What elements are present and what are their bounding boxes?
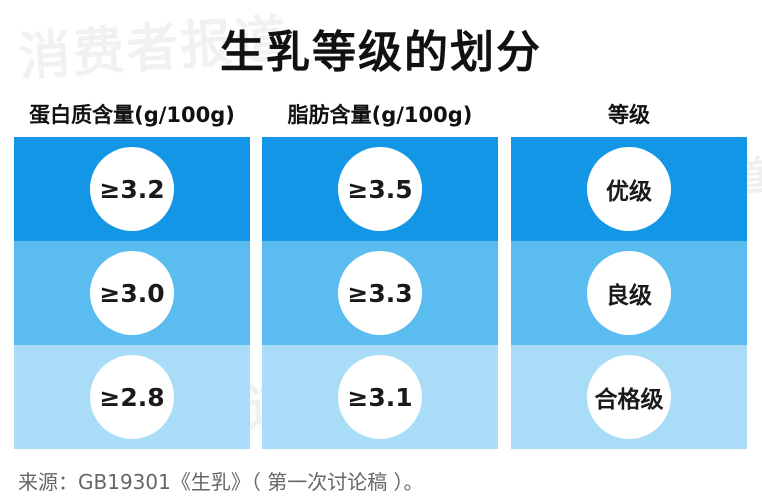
fat-column: ≥3.5 ≥3.3 ≥3.1: [262, 137, 498, 449]
table-cell: ≥3.5: [262, 137, 498, 241]
column-header-protein: 蛋白质含量(g/100g): [29, 103, 235, 127]
value-circle: ≥3.5: [338, 147, 422, 231]
column-header-fat: 脂肪含量(g/100g): [287, 103, 473, 127]
column-header-grade: 等级: [608, 103, 650, 127]
table-cell: 良级: [511, 241, 747, 345]
table-cell: 合格级: [511, 345, 747, 449]
protein-column: ≥3.2 ≥3.0 ≥2.8: [14, 137, 250, 449]
value-circle: ≥3.1: [338, 355, 422, 439]
value-circle: ≥3.0: [90, 251, 174, 335]
grade-column: 优级 良级 合格级: [511, 137, 747, 449]
value-circle: ≥3.2: [90, 147, 174, 231]
table-cell: ≥3.1: [262, 345, 498, 449]
value-circle: ≥3.3: [338, 251, 422, 335]
source-note: 来源：GB19301《生乳》（ 第一次讨论稿 ）。: [18, 470, 424, 494]
table-cell: ≥3.0: [14, 241, 250, 345]
value-circle: ≥2.8: [90, 355, 174, 439]
grade-circle: 良级: [587, 251, 671, 335]
page-title: 生乳等级的划分: [220, 27, 542, 78]
table-cell: ≥3.2: [14, 137, 250, 241]
table-cell: ≥3.3: [262, 241, 498, 345]
table-cell: 优级: [511, 137, 747, 241]
table-cell: ≥2.8: [14, 345, 250, 449]
grade-circle: 优级: [587, 147, 671, 231]
grade-circle: 合格级: [587, 355, 671, 439]
